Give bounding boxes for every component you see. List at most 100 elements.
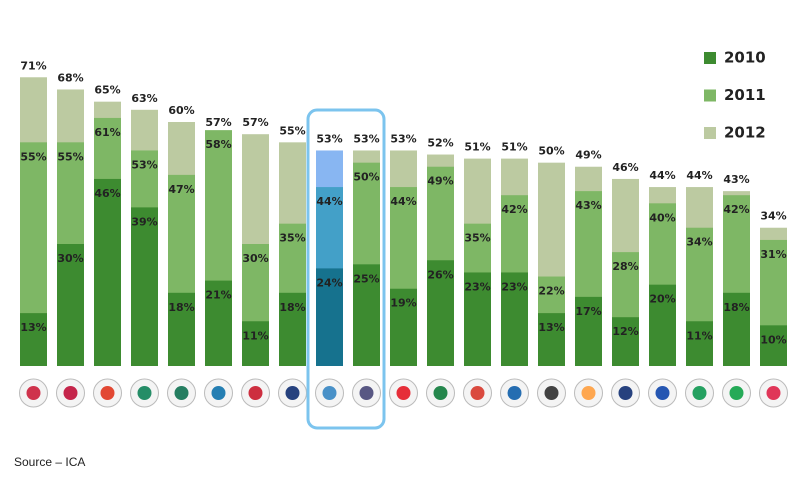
value-label: 20% xyxy=(649,293,675,306)
value-label: 23% xyxy=(501,280,527,293)
value-label: 31% xyxy=(760,248,786,261)
value-label: 43% xyxy=(575,199,601,212)
value-label: 63% xyxy=(131,92,157,105)
value-label: 51% xyxy=(501,141,527,154)
value-label: 22% xyxy=(538,285,564,298)
bar xyxy=(723,292,750,366)
value-label: 68% xyxy=(57,71,83,84)
value-label: 50% xyxy=(353,171,379,184)
value-label: 61% xyxy=(94,126,120,139)
value-label: 53% xyxy=(390,132,416,145)
value-label: 42% xyxy=(723,203,749,216)
value-label: 47% xyxy=(168,183,194,196)
value-label: 23% xyxy=(464,280,490,293)
value-label: 25% xyxy=(353,272,379,285)
value-label: 55% xyxy=(20,150,46,163)
value-label: 58% xyxy=(205,138,231,151)
value-label: 35% xyxy=(279,232,305,245)
value-label: 43% xyxy=(723,173,749,186)
value-label: 46% xyxy=(94,187,120,200)
bar xyxy=(538,313,565,366)
value-label: 34% xyxy=(686,236,712,249)
bar xyxy=(612,317,639,366)
value-label: 52% xyxy=(427,137,453,150)
value-label: 50% xyxy=(538,145,564,158)
value-label: 13% xyxy=(538,321,564,334)
value-label: 39% xyxy=(131,215,157,228)
value-label: 44% xyxy=(390,195,416,208)
flag-emblem xyxy=(766,386,781,400)
flag-emblem xyxy=(433,386,448,400)
bar xyxy=(20,313,47,366)
flag-emblem xyxy=(581,386,596,400)
value-label: 18% xyxy=(279,301,305,314)
flag-emblem xyxy=(507,386,522,400)
value-label: 13% xyxy=(20,321,46,334)
flag-emblem xyxy=(174,386,189,400)
value-label: 49% xyxy=(575,149,601,162)
bar xyxy=(390,288,417,366)
flag-emblem xyxy=(211,386,226,400)
value-label: 11% xyxy=(686,329,712,342)
bar xyxy=(686,321,713,366)
flag-emblem xyxy=(729,386,744,400)
legend-swatch xyxy=(704,52,716,64)
bar xyxy=(316,268,343,366)
flag-emblem xyxy=(544,386,559,400)
flag-emblem xyxy=(285,386,300,400)
value-label: 28% xyxy=(612,260,638,273)
value-label: 12% xyxy=(612,325,638,338)
bar xyxy=(649,284,676,366)
value-label: 44% xyxy=(686,169,712,182)
flag-emblem xyxy=(359,386,374,400)
flag-emblem xyxy=(396,386,411,400)
value-label: 26% xyxy=(427,268,453,281)
bar xyxy=(575,296,602,366)
highlight-box xyxy=(306,108,386,430)
value-label: 53% xyxy=(131,158,157,171)
flag-emblem xyxy=(618,386,633,400)
legend-label: 2012 xyxy=(724,124,766,142)
flag-emblem xyxy=(655,386,670,400)
legend-label: 2010 xyxy=(724,49,766,67)
value-label: 24% xyxy=(316,276,342,289)
bar xyxy=(760,325,787,366)
bar xyxy=(57,244,84,366)
legend-swatch xyxy=(704,89,716,102)
value-label: 10% xyxy=(760,333,786,346)
bar xyxy=(501,272,528,366)
value-label: 19% xyxy=(390,297,416,310)
bar xyxy=(131,207,158,366)
legend-label: 2011 xyxy=(724,86,766,104)
value-label: 42% xyxy=(501,203,527,216)
value-label: 53% xyxy=(353,132,379,145)
value-label: 60% xyxy=(168,104,194,117)
value-label: 55% xyxy=(279,124,305,137)
flag-emblem xyxy=(26,386,41,400)
value-label: 65% xyxy=(94,84,120,97)
value-label: 11% xyxy=(242,329,268,342)
value-label: 44% xyxy=(649,169,675,182)
legend-swatch xyxy=(704,127,716,139)
value-label: 53% xyxy=(316,132,342,145)
value-label: 46% xyxy=(612,161,638,174)
value-label: 49% xyxy=(427,175,453,188)
source-note: Source – ICA xyxy=(14,455,85,469)
bar xyxy=(94,178,121,366)
value-label: 18% xyxy=(723,301,749,314)
bar xyxy=(279,292,306,366)
flag-emblem xyxy=(63,386,78,400)
value-label: 51% xyxy=(464,141,490,154)
bar xyxy=(168,292,195,366)
value-label: 44% xyxy=(316,195,342,208)
bar xyxy=(427,260,454,366)
value-label: 30% xyxy=(57,252,83,265)
value-label: 40% xyxy=(649,211,675,224)
bar xyxy=(353,264,380,366)
value-label: 57% xyxy=(242,116,268,129)
flag-emblem xyxy=(248,386,263,400)
bar xyxy=(242,321,269,366)
bar xyxy=(205,280,232,366)
value-label: 57% xyxy=(205,116,231,129)
